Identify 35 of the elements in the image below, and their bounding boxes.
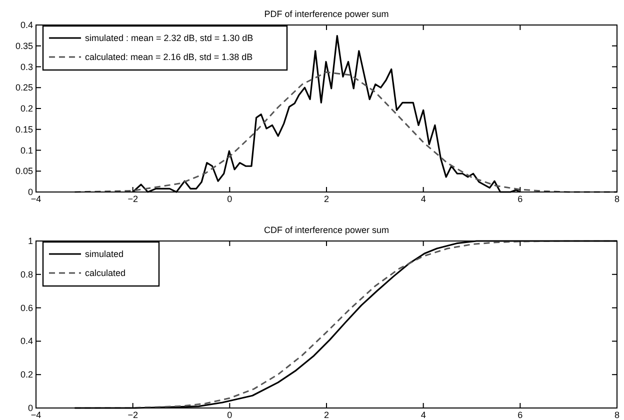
y-tick-label: 0.35: [15, 40, 33, 51]
legend-label: calculated: mean = 2.16 dB, std = 1.38 dB: [85, 52, 253, 62]
y-tick-label: 0.1: [20, 145, 33, 156]
x-tick-label: 8: [614, 410, 620, 420]
y-tick-label: 0: [28, 403, 33, 413]
x-tick-label: 2: [324, 194, 330, 204]
y-tick-label: 0.2: [20, 370, 33, 380]
y-tick-label: 0.4: [20, 20, 33, 30]
y-tick-label: 0.2: [20, 104, 33, 114]
x-tick-label: 8: [614, 194, 620, 204]
chart-title: PDF of interference power sum: [264, 9, 389, 19]
x-tick-label: −4: [30, 194, 42, 204]
y-tick-label: 0.4: [20, 336, 33, 346]
y-tick-label: 0.15: [15, 124, 33, 134]
x-tick-label: 6: [518, 194, 523, 204]
legend-label: calculated: [85, 268, 126, 278]
y-tick-label: 0.6: [20, 302, 33, 313]
y-tick-label: 0.8: [20, 269, 33, 280]
x-tick-label: 0: [227, 410, 232, 420]
x-tick-label: −2: [128, 194, 138, 204]
legend-label: simulated : mean = 2.32 dB, std = 1.30 dB: [85, 33, 254, 43]
x-tick-label: 4: [420, 410, 426, 420]
y-tick-label: 0: [28, 187, 33, 197]
x-tick-label: 6: [518, 410, 523, 420]
y-tick-label: 0.05: [15, 166, 33, 176]
legend-label: simulated: [85, 249, 124, 259]
chart-title: CDF of interference power sum: [264, 225, 390, 235]
y-tick-label: 0.3: [20, 62, 33, 72]
y-tick-label: 1: [28, 236, 33, 246]
x-tick-label: 0: [227, 194, 232, 204]
x-tick-label: −2: [128, 410, 138, 420]
x-tick-label: 4: [420, 194, 426, 204]
y-tick-label: 0.25: [15, 82, 33, 93]
x-tick-label: −4: [30, 410, 42, 420]
x-tick-label: 2: [324, 410, 330, 420]
